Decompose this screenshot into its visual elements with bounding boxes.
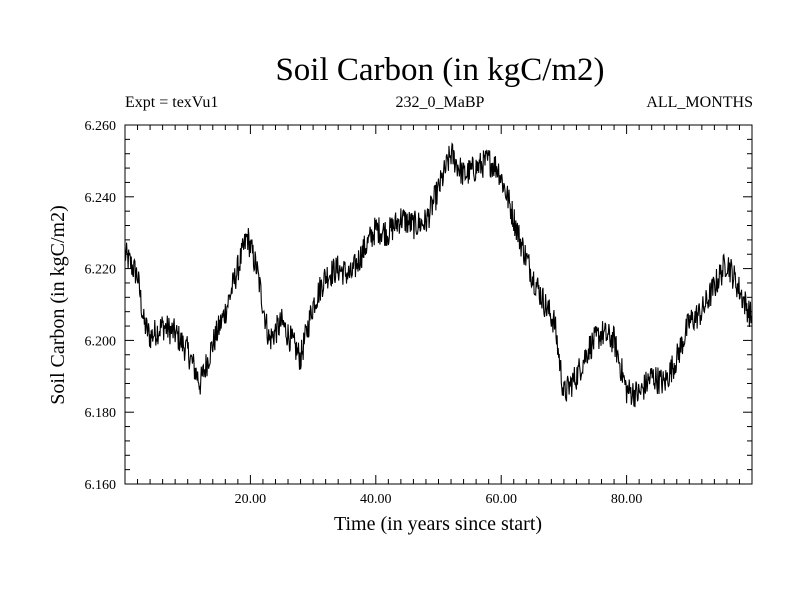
y-tick-label: 6.180 [85,406,117,421]
plot-area [124,142,753,408]
y-tick-label: 6.240 [85,191,117,206]
y-tick-label: 6.160 [85,478,117,493]
x-tick-labels: 20.00 40.00 60.00 80.00 [235,492,643,507]
months-label: ALL_MONTHS [646,94,753,111]
x-tick-label: 20.00 [235,492,267,507]
x-axis-label: Time (in years since start) [334,513,542,535]
experiment-label: Expt = texVu1 [125,94,219,111]
period-label: 232_0_MaBP [395,94,485,111]
x-tick-label: 60.00 [485,492,517,507]
x-tick-label: 80.00 [611,492,643,507]
y-tick-labels: 6.160 6.180 6.200 6.220 6.240 6.260 [85,119,117,493]
y-axis-label: Soil Carbon (in kgC/m2) [47,205,69,404]
chart-title: Soil Carbon (in kgC/m2) [275,52,605,88]
plot-frame [124,124,753,485]
y-tick-label: 6.220 [85,263,117,278]
y-tick-label: 6.260 [85,119,117,134]
series-line [124,142,753,408]
x-tick-label: 40.00 [360,492,392,507]
y-tick-label: 6.200 [85,334,117,349]
